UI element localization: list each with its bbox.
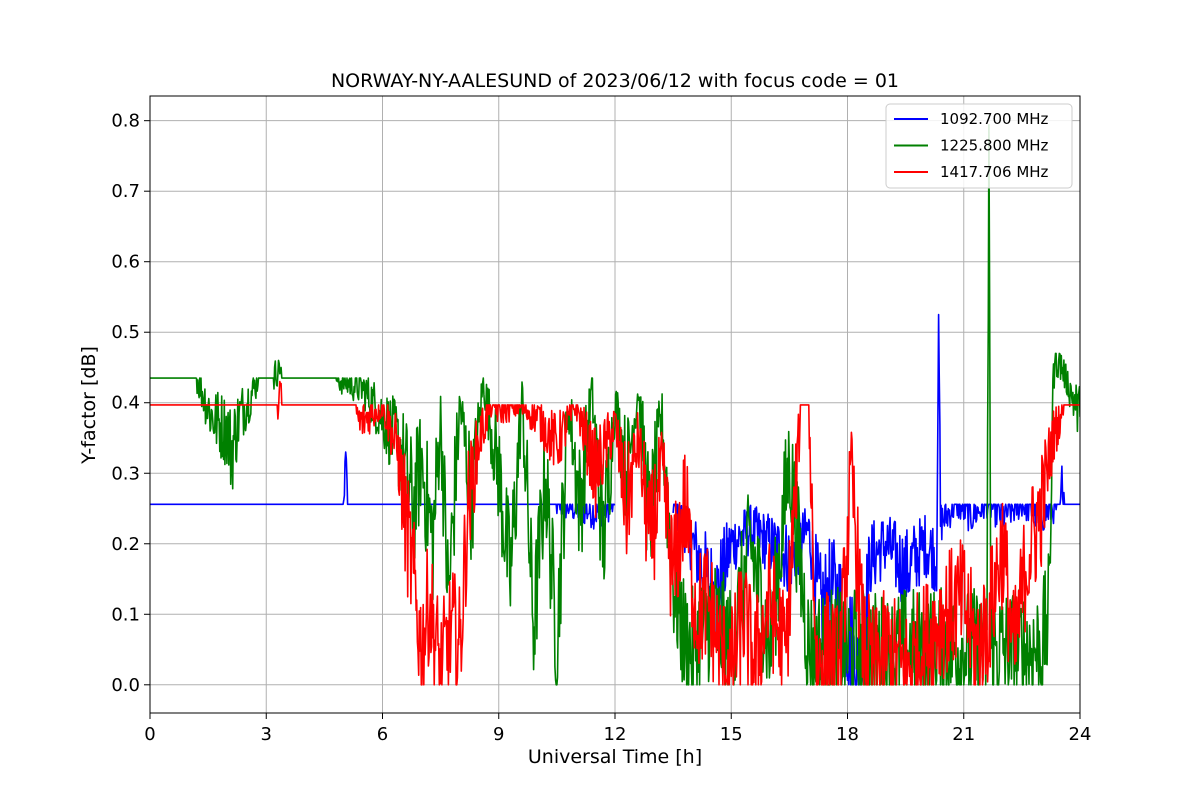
x-tick-label: 3 xyxy=(261,724,272,745)
y-tick-label: 0.5 xyxy=(111,322,140,343)
x-tick-label: 12 xyxy=(604,724,627,745)
y-tick-label: 0.1 xyxy=(111,604,140,625)
series-line-3 xyxy=(150,380,1080,686)
legend-label-3: 1417.706 MHz xyxy=(940,163,1049,181)
series-line-2 xyxy=(150,123,1080,686)
series-lines xyxy=(150,123,1080,686)
x-tick-label: 21 xyxy=(952,724,975,745)
x-tick-label: 9 xyxy=(493,724,504,745)
axis-ticks: 0 3 6 9 12 15 18 21 24 0.0 0.1 0.2 0.3 0.4 0.5 0.6 0.7 0.… xyxy=(111,111,1091,745)
series-line-1 xyxy=(150,451,616,530)
x-axis-label: Universal Time [h] xyxy=(528,746,702,768)
x-tick-label: 6 xyxy=(377,724,388,745)
x-tick-label: 0 xyxy=(144,724,155,745)
x-tick-label: 24 xyxy=(1069,724,1092,745)
legend-label-1: 1092.700 MHz xyxy=(940,110,1049,128)
y-tick-label: 0.7 xyxy=(111,181,140,202)
x-tick-label: 15 xyxy=(720,724,743,745)
y-tick-label: 0.0 xyxy=(111,675,140,696)
y-tick-label: 0.2 xyxy=(111,534,140,555)
y-tick-label: 0.6 xyxy=(111,252,140,273)
y-tick-label: 0.3 xyxy=(111,463,140,484)
y-tick-label: 0.4 xyxy=(111,393,140,414)
y-axis-label: Y-factor [dB] xyxy=(78,346,100,465)
y-tick-label: 0.8 xyxy=(111,111,140,132)
legend-label-2: 1225.800 MHz xyxy=(940,137,1049,155)
x-tick-label: 18 xyxy=(836,724,859,745)
legend: 1092.700 MHz 1225.800 MHz 1417.706 MHz xyxy=(885,103,1073,189)
legend-box xyxy=(885,103,1073,189)
chart-title: NORWAY-NY-AALESUND of 2023/06/12 with fo… xyxy=(331,70,899,92)
